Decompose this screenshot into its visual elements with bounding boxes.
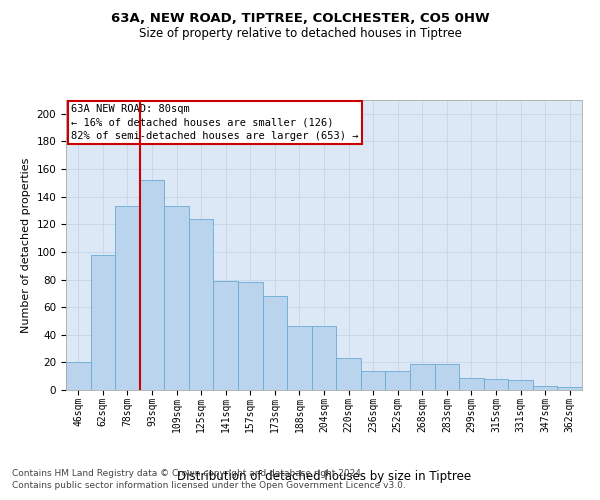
Text: Contains public sector information licensed under the Open Government Licence v3: Contains public sector information licen… bbox=[12, 481, 406, 490]
Y-axis label: Number of detached properties: Number of detached properties bbox=[21, 158, 31, 332]
Bar bbox=[434, 364, 459, 390]
Bar bbox=[385, 370, 410, 390]
Bar bbox=[484, 379, 508, 390]
Bar bbox=[214, 281, 238, 390]
Bar bbox=[410, 364, 434, 390]
Bar bbox=[287, 326, 312, 390]
Bar bbox=[459, 378, 484, 390]
Bar bbox=[140, 180, 164, 390]
Bar bbox=[189, 219, 214, 390]
X-axis label: Distribution of detached houses by size in Tiptree: Distribution of detached houses by size … bbox=[177, 470, 471, 484]
Text: 63A NEW ROAD: 80sqm
← 16% of detached houses are smaller (126)
82% of semi-detac: 63A NEW ROAD: 80sqm ← 16% of detached ho… bbox=[71, 104, 359, 141]
Bar bbox=[508, 380, 533, 390]
Text: Size of property relative to detached houses in Tiptree: Size of property relative to detached ho… bbox=[139, 28, 461, 40]
Bar bbox=[115, 206, 140, 390]
Bar bbox=[91, 254, 115, 390]
Text: Contains HM Land Registry data © Crown copyright and database right 2024.: Contains HM Land Registry data © Crown c… bbox=[12, 468, 364, 477]
Text: 63A, NEW ROAD, TIPTREE, COLCHESTER, CO5 0HW: 63A, NEW ROAD, TIPTREE, COLCHESTER, CO5 … bbox=[110, 12, 490, 26]
Bar bbox=[312, 326, 336, 390]
Bar bbox=[361, 370, 385, 390]
Bar bbox=[263, 296, 287, 390]
Bar bbox=[557, 387, 582, 390]
Bar bbox=[238, 282, 263, 390]
Bar bbox=[533, 386, 557, 390]
Bar bbox=[164, 206, 189, 390]
Bar bbox=[336, 358, 361, 390]
Bar bbox=[66, 362, 91, 390]
